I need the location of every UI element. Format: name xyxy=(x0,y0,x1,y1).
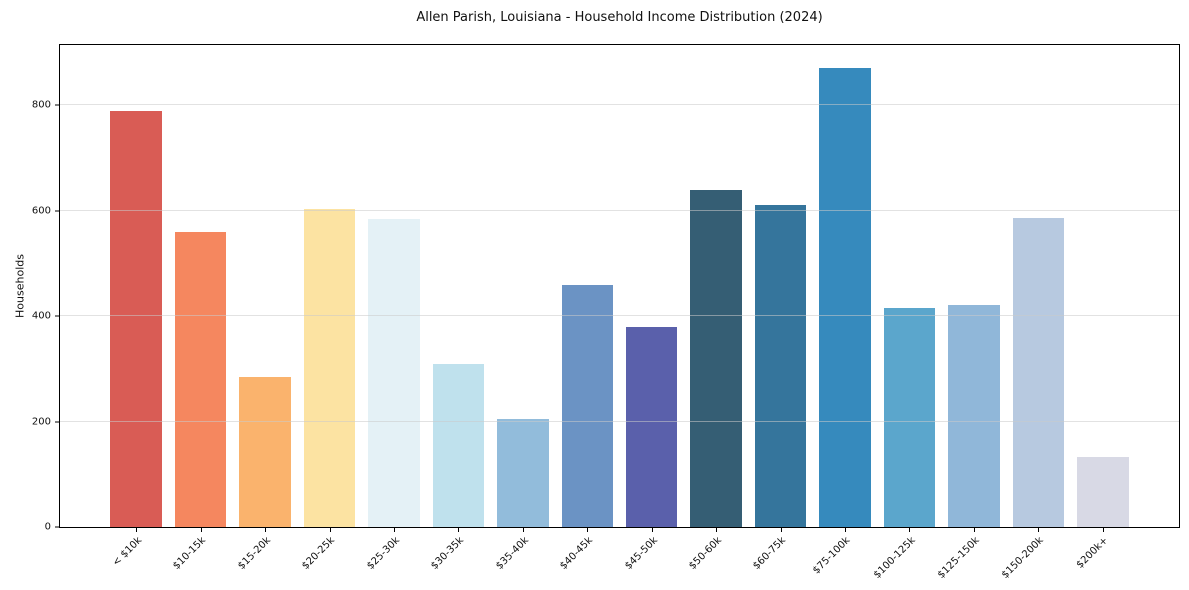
bar xyxy=(497,419,549,527)
x-tick-label: $45-50k xyxy=(622,535,660,572)
bar xyxy=(432,363,485,527)
gridline xyxy=(60,315,1179,317)
bar-slot: $40-45k xyxy=(555,45,619,572)
y-axis-tick xyxy=(55,210,59,212)
bar-slot: $20-25k xyxy=(297,45,361,572)
bar xyxy=(174,231,227,527)
x-tick-label: $150-200k xyxy=(1000,535,1047,581)
y-tick-label: 0 xyxy=(44,521,51,533)
y-tick-label: 400 xyxy=(31,310,51,322)
x-axis-tick xyxy=(393,528,395,532)
x-axis-tick xyxy=(909,528,911,532)
x-tick-label: $100-125k xyxy=(871,535,918,581)
x-axis-tick xyxy=(1038,528,1040,532)
x-axis-tick xyxy=(780,528,782,532)
plot-inner: < $10k $10-15k $15-20k $20-25k $25-30k $30-35… xyxy=(32,45,1179,581)
x-tick-label: $50-60k xyxy=(687,535,724,572)
bar xyxy=(754,205,807,527)
bar-slot: $10-15k xyxy=(168,45,232,572)
bar-slot: $75-100k xyxy=(811,45,877,576)
bar-slot: $15-20k xyxy=(233,45,297,572)
bars-area: < $10k $10-15k $15-20k $20-25k $25-30k $30-35… xyxy=(104,45,1135,581)
x-tick-label: $30-35k xyxy=(429,535,467,572)
y-axis-tick xyxy=(55,421,59,423)
plot-area: < $10k $10-15k $15-20k $20-25k $25-30k $30-35… xyxy=(32,44,1180,581)
x-tick-label: $125-150k xyxy=(935,535,982,581)
bar-slot: $30-35k xyxy=(426,45,490,572)
x-axis-tick xyxy=(136,528,138,532)
y-tick-label: 800 xyxy=(31,99,51,111)
x-tick-label: $10-15k xyxy=(171,535,209,572)
y-tick-label: 200 xyxy=(31,416,51,428)
x-axis-tick xyxy=(329,528,331,532)
x-tick-label: $20-25k xyxy=(300,535,338,572)
bar xyxy=(110,111,162,527)
bar xyxy=(883,308,936,527)
x-axis-tick xyxy=(1102,528,1104,532)
bar xyxy=(819,68,871,527)
y-axis-tick xyxy=(55,315,59,317)
x-axis-tick xyxy=(265,528,267,532)
bar xyxy=(239,376,291,527)
bar-slot: $60-75k xyxy=(748,45,812,572)
x-axis-tick xyxy=(587,528,589,532)
bar-slot: $200k+ xyxy=(1071,45,1135,571)
gridline xyxy=(60,209,1179,211)
x-axis-tick xyxy=(845,528,847,532)
gridline xyxy=(60,104,1179,106)
x-tick-label: $200k+ xyxy=(1074,535,1111,571)
bar xyxy=(1077,457,1129,527)
gridline xyxy=(60,420,1179,422)
bar-slot: $35-40k xyxy=(491,45,555,572)
x-axis-tick xyxy=(522,528,524,532)
bar xyxy=(1012,217,1065,527)
bar-slot: $45-50k xyxy=(620,45,684,572)
x-axis-tick xyxy=(973,528,975,532)
bar-slot: $100-125k xyxy=(871,45,941,581)
bar-slot: $125-150k xyxy=(936,45,1006,581)
bar xyxy=(561,285,614,527)
chart-title: Allen Parish, Louisiana - Household Inco… xyxy=(416,10,823,25)
x-axis-tick xyxy=(716,528,718,532)
x-tick-label: < $10k xyxy=(110,535,144,569)
bar-slot: < $10k xyxy=(104,45,168,569)
bar-slot: $50-60k xyxy=(684,45,748,572)
bar xyxy=(690,189,742,527)
bar-slot: $150-200k xyxy=(1000,45,1070,581)
x-axis-tick xyxy=(200,528,202,532)
x-tick-label: $40-45k xyxy=(558,535,596,572)
x-tick-label: $60-75k xyxy=(751,535,789,572)
x-axis-tick xyxy=(651,528,653,532)
bar xyxy=(625,326,678,527)
y-tick-label: 600 xyxy=(31,205,51,217)
x-tick-label: $35-40k xyxy=(493,535,531,572)
bar xyxy=(948,305,1000,527)
y-axis-tick xyxy=(55,104,59,106)
bar-slot: $25-30k xyxy=(362,45,426,572)
bar xyxy=(368,218,420,527)
x-axis-tick xyxy=(458,528,460,532)
x-tick-label: $15-20k xyxy=(235,535,273,572)
bar xyxy=(303,209,356,527)
y-axis-label: Households xyxy=(13,254,27,318)
y-axis-tick xyxy=(55,526,59,528)
x-tick-label: $25-30k xyxy=(364,535,402,572)
x-tick-label: $75-100k xyxy=(811,535,853,577)
